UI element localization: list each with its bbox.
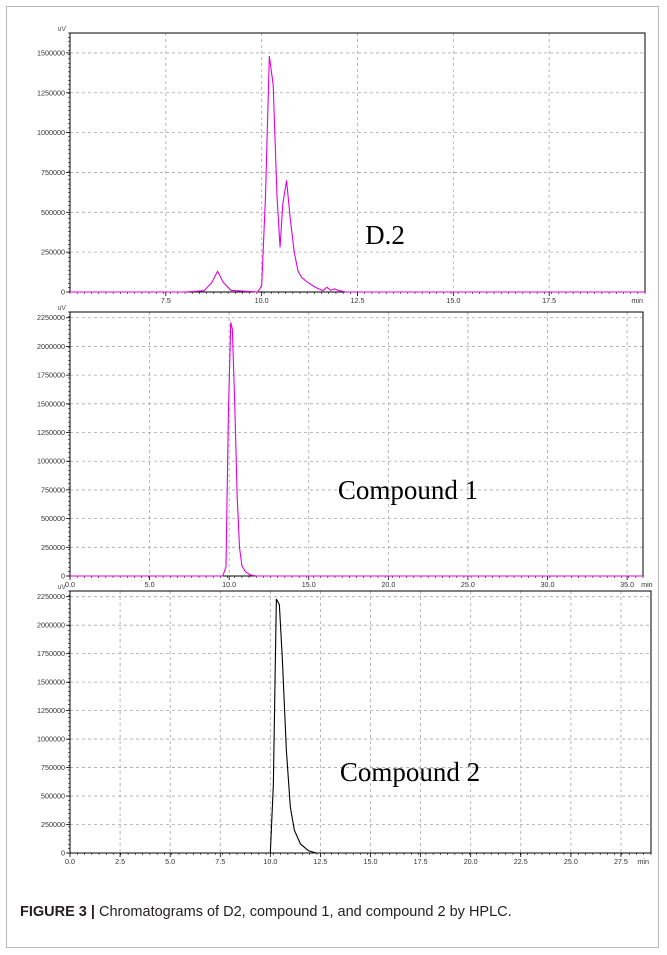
- y-tick-label: 1000000: [37, 128, 65, 137]
- chromatogram-series-line: [70, 598, 651, 854]
- x-tick-label: 20.0: [464, 857, 478, 866]
- x-tick-label: 35.0: [620, 580, 634, 589]
- sample-label: D.2: [365, 220, 405, 250]
- sample-label: Compound 1: [338, 475, 478, 505]
- y-tick-label: 2250000: [37, 313, 65, 322]
- y-tick-label: 2250000: [37, 592, 65, 601]
- y-tick-label: 750000: [41, 763, 65, 772]
- y-tick-label: 1750000: [37, 371, 65, 380]
- y-tick-label: 0: [61, 288, 65, 297]
- x-tick-label: 25.0: [564, 857, 578, 866]
- x-tick-label: 10.0: [263, 857, 277, 866]
- figure-frame: [6, 6, 659, 948]
- x-tick-label: 22.5: [514, 857, 528, 866]
- x-tick-label: 2.5: [115, 857, 125, 866]
- figure-caption: FIGURE 3 | Chromatograms of D2, compound…: [20, 904, 660, 920]
- y-tick-label: 500000: [41, 208, 65, 217]
- y-tick-label: 1000000: [37, 735, 65, 744]
- x-tick-label: 10.0: [222, 580, 236, 589]
- chart-panel-1: 0 250000 500000 750000 1000000 1250000 1500000…: [37, 26, 646, 305]
- x-tick-label: 5.0: [165, 857, 175, 866]
- x-tick-label: 0.0: [65, 580, 75, 589]
- y-tick-label: 2000000: [37, 342, 65, 351]
- x-unit-label: min: [641, 580, 653, 589]
- chromatogram-series-line: [70, 56, 645, 293]
- y-tick-label: 250000: [41, 820, 65, 829]
- x-tick-label: 17.5: [542, 296, 556, 305]
- sample-label: Compound 2: [340, 757, 480, 787]
- y-unit-label: uV: [57, 305, 66, 312]
- x-tick-label: 0.0: [65, 857, 75, 866]
- x-tick-label: 12.5: [351, 296, 365, 305]
- y-tick-label: 1500000: [37, 678, 65, 687]
- y-tick-label: 1500000: [37, 399, 65, 408]
- y-unit-label: uV: [57, 584, 66, 591]
- y-tick-label: 750000: [41, 485, 65, 494]
- x-tick-label: 20.0: [381, 580, 395, 589]
- x-tick-label: 25.0: [461, 580, 475, 589]
- y-tick-label: 1000000: [37, 457, 65, 466]
- x-tick-label: 15.0: [302, 580, 316, 589]
- x-tick-label: 15.0: [364, 857, 378, 866]
- x-unit-label: min: [631, 296, 643, 305]
- chromatogram-figure: 0 250000 500000 750000 1000000 1250000 1500000…: [37, 26, 653, 866]
- y-tick-label: 250000: [41, 248, 65, 257]
- x-tick-label: 15.0: [446, 296, 460, 305]
- y-tick-label: 500000: [41, 792, 65, 801]
- y-tick-label: 1250000: [37, 428, 65, 437]
- plot-area-frame: [69, 311, 644, 577]
- plot-area-frame: [69, 590, 652, 854]
- x-tick-label: 7.5: [161, 296, 171, 305]
- y-tick-label: 1250000: [37, 706, 65, 715]
- x-unit-label: min: [637, 857, 649, 866]
- chromatogram-series-line: [70, 322, 643, 577]
- x-tick-label: 12.5: [313, 857, 327, 866]
- y-tick-label: 250000: [41, 543, 65, 552]
- y-tick-label: 1250000: [37, 88, 65, 97]
- chart-panel-3: 0 250000 500000 750000 1000000 1250000 1500000…: [37, 584, 652, 866]
- y-unit-label: uV: [57, 26, 66, 33]
- y-tick-label: 0: [61, 849, 65, 858]
- x-tick-label: 7.5: [215, 857, 225, 866]
- x-tick-label: 17.5: [414, 857, 428, 866]
- x-tick-label: 27.5: [614, 857, 628, 866]
- x-tick-label: 5.0: [145, 580, 155, 589]
- caption-text: Chromatograms of D2, compound 1, and com…: [94, 904, 512, 920]
- y-tick-label: 750000: [41, 168, 65, 177]
- y-tick-label: 1500000: [37, 48, 65, 57]
- y-tick-label: 1750000: [37, 649, 65, 658]
- y-tick-label: 0: [61, 572, 65, 581]
- x-tick-label: 30.0: [541, 580, 555, 589]
- y-tick-label: 2000000: [37, 621, 65, 630]
- chart-panel-2: 0 250000 500000 750000 1000000 1250000 1500000…: [37, 305, 653, 589]
- caption-label: FIGURE 3 |: [20, 904, 95, 920]
- y-tick-label: 500000: [41, 514, 65, 523]
- x-tick-label: 10.0: [255, 296, 269, 305]
